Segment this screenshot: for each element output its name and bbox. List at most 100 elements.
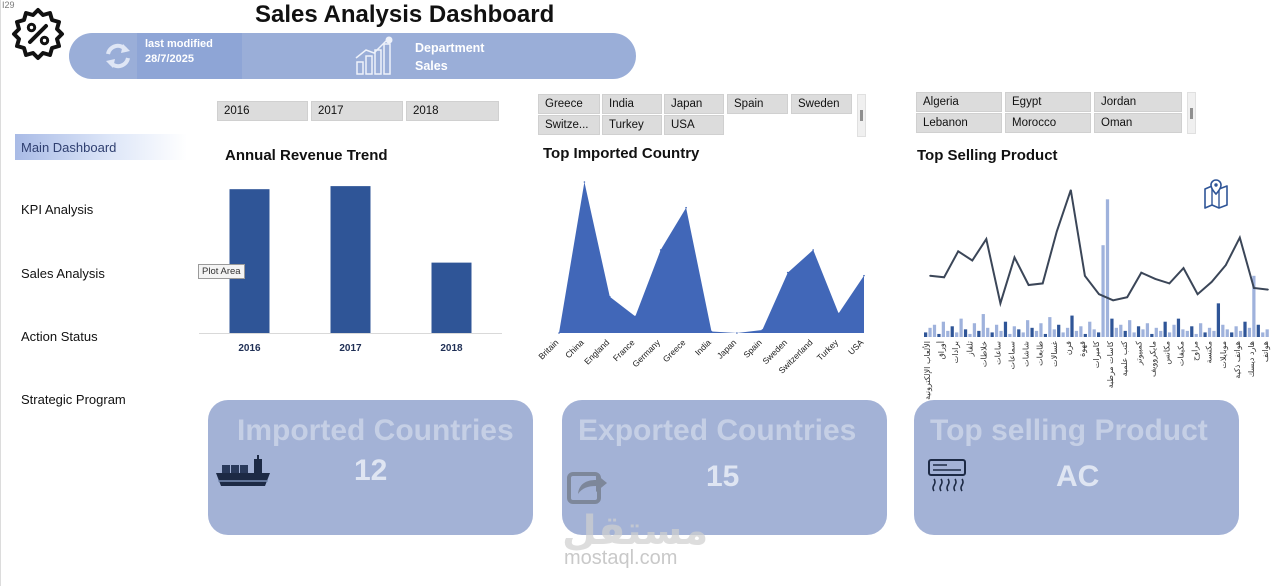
country-slicer-scrollbar[interactable]: [857, 94, 866, 137]
point-Switzerland: [812, 249, 814, 251]
product-volume-bar-25: [1034, 330, 1039, 337]
slicer-country-switzerland[interactable]: Switze...: [538, 115, 600, 135]
product-volume-bar-24: [1030, 327, 1034, 337]
line-point-9: [1055, 230, 1058, 233]
product-volume-bar-47: [1132, 332, 1136, 337]
line-point-2: [957, 250, 959, 253]
line-point-16: [1154, 278, 1157, 280]
slicer-region-oman[interactable]: Oman: [1094, 113, 1182, 133]
product-volume-bar-43: [1114, 327, 1118, 337]
line-point-17: [1168, 282, 1171, 285]
nav-strategic-program[interactable]: Strategic Program: [21, 391, 126, 407]
slicer-country-india[interactable]: India: [602, 94, 662, 114]
kpi-exported-value: 15: [706, 460, 740, 493]
slicer-country-japan[interactable]: Japan: [664, 94, 724, 114]
product-volume-bar-67: [1221, 324, 1225, 337]
line-point-14: [1126, 296, 1128, 299]
product-volume-bar-73: [1247, 327, 1252, 337]
tick-label-product-2: برادات: [951, 341, 960, 363]
product-volume-bar-59: [1185, 330, 1189, 337]
slicer-region-egypt[interactable]: Egypt: [1005, 92, 1091, 112]
point-Sweden: [786, 271, 789, 274]
kpi-product-label: Top selling Product: [930, 414, 1208, 447]
tick-label-product-16: مايكروويف: [1148, 341, 1157, 377]
point-Japan: [736, 332, 738, 334]
kpi-card-exported: [562, 400, 887, 535]
slicer-region-lebanon[interactable]: Lebanon: [916, 113, 1002, 133]
product-volume-bar-61: [1194, 333, 1198, 337]
line-point-8: [1041, 282, 1044, 285]
product-volume-bar-2: [932, 324, 937, 337]
sheet-edge-line: [0, 0, 1, 586]
product-volume-bar-52: [1154, 327, 1158, 337]
slicer-country-sweden[interactable]: Sweden: [791, 94, 852, 114]
bar-2018: [431, 262, 472, 333]
product-volume-bar-60: [1190, 326, 1194, 337]
nav-main-dashboard[interactable]: Main Dashboard: [15, 134, 187, 160]
product-volume-bar-22: [1021, 332, 1025, 337]
air-conditioner-icon: [927, 458, 967, 494]
product-volume-bar-74: [1252, 275, 1256, 337]
product-volume-bar-17: [999, 330, 1003, 337]
product-volume-bar-41: [1105, 199, 1110, 337]
kpi-exported-label: Exported Countries: [578, 414, 857, 447]
slicer-region-jordan[interactable]: Jordan: [1094, 92, 1182, 112]
slicer-year-2017[interactable]: 2017: [311, 101, 403, 121]
slicer-region-morocco[interactable]: Morocco: [1005, 113, 1091, 133]
product-volume-bar-32: [1065, 327, 1070, 337]
slicer-country-spain[interactable]: Spain: [727, 94, 788, 114]
slicer-country-turkey[interactable]: Turkey: [602, 115, 662, 135]
product-volume-bar-9: [963, 329, 968, 337]
slicer-region-algeria[interactable]: Algeria: [916, 92, 1002, 112]
point-India: [710, 330, 713, 333]
slicer-country-greece[interactable]: Greece: [538, 94, 600, 114]
product-volume-bar-8: [959, 318, 963, 337]
line-point-18: [1182, 267, 1185, 269]
slicer-year-2016[interactable]: 2016: [217, 101, 308, 121]
region-slicer-scrollbar[interactable]: [1187, 92, 1196, 134]
product-volume-bar-19: [1008, 333, 1012, 337]
point-Britain: [558, 332, 560, 334]
nav-kpi-analysis[interactable]: KPI Analysis: [21, 201, 94, 217]
slicer-country-usa[interactable]: USA: [664, 115, 724, 135]
kpi-product-value: AC: [1056, 460, 1100, 493]
product-volume-bar-70: [1234, 326, 1238, 337]
line-point-12: [1098, 293, 1100, 295]
kpi-imported-label: Imported Countries: [237, 414, 514, 447]
line-point-0: [929, 275, 931, 277]
point-Greece: [685, 206, 687, 209]
tick-label-product-4: خلاطات: [979, 341, 988, 367]
line-point-20: [1210, 281, 1213, 283]
tick-label-product-18: مكيفات: [1177, 341, 1186, 366]
nav-sales-analysis[interactable]: Sales Analysis: [21, 265, 105, 281]
nav-action-status[interactable]: Action Status: [21, 328, 98, 344]
line-point-13: [1112, 299, 1114, 302]
product-volume-bar-68: [1225, 329, 1229, 337]
last-modified-date: 28/7/2025: [145, 53, 194, 65]
refresh-icon[interactable]: [103, 41, 133, 71]
product-volume-bar-12: [977, 330, 981, 337]
last-modified-block: [137, 33, 242, 79]
product-volume-bar-57: [1176, 318, 1181, 337]
product-volume-bar-39: [1097, 332, 1101, 337]
tick-label-product-12: كاميرات: [1092, 341, 1101, 368]
watermark-site: mostaql.com: [564, 547, 678, 569]
imported-chart-title: Top Imported Country: [543, 145, 700, 162]
tick-label-product-7: شاشات: [1022, 341, 1031, 367]
product-volume-bar-0: [924, 332, 928, 337]
department-value: Sales: [415, 59, 448, 73]
map-pin-icon[interactable]: [1202, 178, 1232, 209]
product-volume-bar-18: [1003, 321, 1008, 337]
product-volume-bar-26: [1039, 323, 1043, 337]
product-volume-bar-33: [1070, 315, 1074, 337]
product-volume-bar-77: [1265, 329, 1269, 337]
slicer-year-2018[interactable]: 2018: [406, 101, 499, 121]
bar-2017: [330, 186, 371, 333]
tick-label-product-24: هواتف: [1261, 341, 1270, 362]
product-volume-bar-34: [1074, 330, 1079, 337]
tick-label-product-9: غسالات: [1050, 341, 1059, 367]
product-volume-bar-21: [1017, 329, 1021, 337]
line-point-11: [1084, 275, 1086, 277]
